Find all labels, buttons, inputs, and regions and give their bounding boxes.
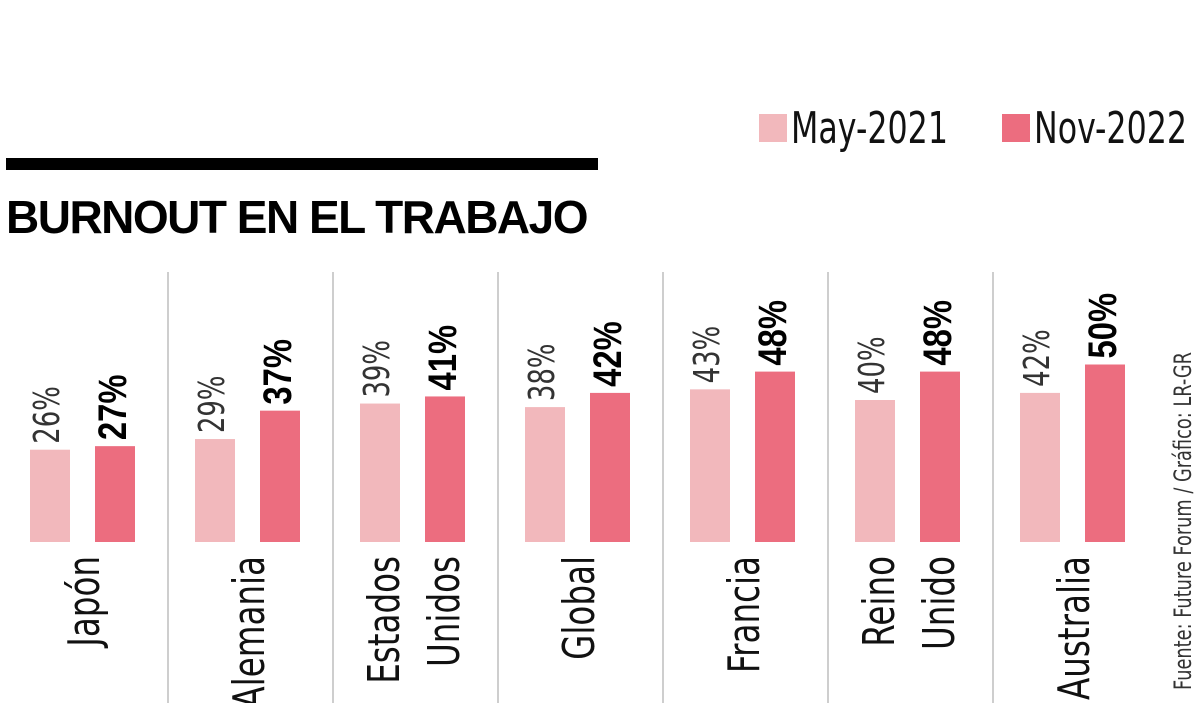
title-rule [6, 158, 598, 170]
bar-nov-2022 [1085, 364, 1125, 542]
bar-nov-2022 [590, 392, 630, 542]
category-label: Francia [719, 556, 770, 673]
data-label-may-2021: 42% [1017, 329, 1058, 387]
bar-may-2021 [30, 449, 70, 542]
bar-nov-2022 [425, 396, 465, 542]
legend-item-nov-2022: Nov-2022 [1002, 102, 1200, 154]
category-label: Unido [914, 556, 965, 650]
data-label-nov-2022: 41% [420, 325, 465, 391]
bar-may-2021 [1020, 392, 1060, 542]
bar-may-2021 [360, 403, 400, 542]
category-label: Unidos [419, 556, 470, 667]
chart-title: BURNOUT EN EL TRABAJO [6, 191, 589, 243]
legend-item-may-2021: May-2021 [759, 102, 1009, 154]
category-label: Global [554, 556, 605, 660]
data-label-may-2021: 26% [27, 386, 68, 444]
bar-nov-2022 [260, 410, 300, 542]
category-label: Japón [59, 556, 110, 648]
source-note: Fuente: Future Forum / Gráfico: LR-GR [1168, 352, 1196, 690]
bar-may-2021 [195, 439, 235, 542]
bar-may-2021 [855, 400, 895, 542]
category-label: Alemania [224, 556, 275, 703]
data-label-nov-2022: 27% [90, 375, 135, 441]
data-label-may-2021: 29% [192, 375, 233, 433]
bar-may-2021 [690, 389, 730, 542]
data-label-nov-2022: 48% [750, 300, 795, 366]
bar-nov-2022 [95, 446, 135, 542]
legend-label-may-2021: May-2021 [791, 102, 948, 154]
legend-swatch-may-2021 [759, 114, 787, 142]
data-label-nov-2022: 48% [915, 300, 960, 366]
bar-nov-2022 [755, 371, 795, 542]
category-label: Australia [1049, 556, 1100, 700]
legend-label-nov-2022: Nov-2022 [1034, 102, 1188, 154]
data-label-may-2021: 43% [687, 326, 728, 384]
legend-swatch-nov-2022 [1002, 114, 1030, 142]
bar-may-2021 [525, 407, 565, 542]
data-label-may-2021: 38% [522, 344, 563, 402]
category-label: Reino [854, 556, 905, 647]
data-label-nov-2022: 42% [585, 321, 630, 387]
data-label-may-2021: 40% [852, 336, 893, 394]
category-label: Estados [359, 556, 410, 684]
data-label-nov-2022: 37% [255, 339, 300, 405]
data-label-may-2021: 39% [357, 340, 398, 398]
data-label-nov-2022: 50% [1080, 293, 1125, 359]
bar-nov-2022 [920, 371, 960, 542]
